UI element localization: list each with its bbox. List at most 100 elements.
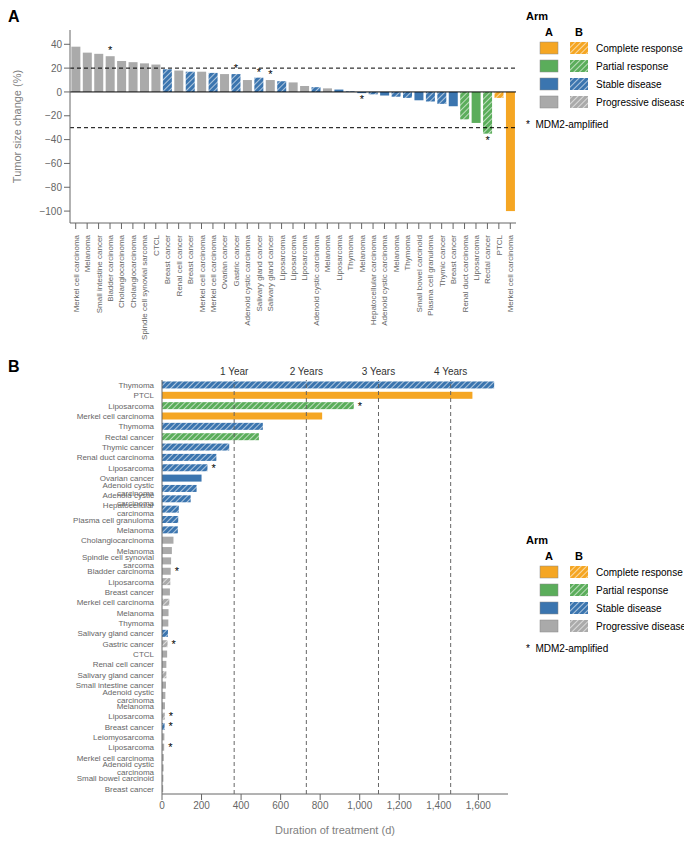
- svg-text:Merkel cell carcinoma: Merkel cell carcinoma: [198, 234, 207, 312]
- svg-text:Breast cancer: Breast cancer: [105, 785, 155, 794]
- svg-text:Adenoid cystic carcinoma: Adenoid cystic carcinoma: [312, 234, 321, 325]
- svg-text:*: *: [211, 462, 216, 474]
- svg-text:Adenoid cystic carcinoma: Adenoid cystic carcinoma: [380, 234, 389, 325]
- svg-text:Melanoma: Melanoma: [117, 609, 155, 618]
- svg-text:−60: −60: [45, 158, 62, 169]
- svg-text:Liposarcoma: Liposarcoma: [472, 234, 481, 280]
- svg-text:Breast cancer: Breast cancer: [163, 235, 172, 285]
- svg-text:600: 600: [272, 800, 289, 811]
- svg-text:Breast cancer: Breast cancer: [186, 235, 195, 285]
- svg-text:Salivary gland cancer: Salivary gland cancer: [266, 235, 275, 312]
- svg-text:Melanoma: Melanoma: [358, 234, 367, 272]
- svg-text:Liposarcoma: Liposarcoma: [108, 743, 154, 752]
- svg-text:CTCL: CTCL: [152, 234, 161, 255]
- svg-text:Thymoma: Thymoma: [118, 619, 154, 628]
- svg-text:*: *: [168, 741, 173, 753]
- svg-text:Duration of treatment (d): Duration of treatment (d): [275, 824, 395, 836]
- svg-text:PTCL: PTCL: [495, 234, 504, 255]
- svg-text:Ovarian cancer: Ovarian cancer: [220, 235, 229, 290]
- svg-text:Stable disease: Stable disease: [596, 603, 662, 614]
- svg-text:Liposarcoma: Liposarcoma: [289, 234, 298, 280]
- svg-text:1,000: 1,000: [347, 800, 372, 811]
- svg-text:−80: −80: [45, 182, 62, 193]
- svg-text:Tumor size change (%): Tumor size change (%): [11, 70, 23, 183]
- svg-text:−20: −20: [45, 110, 62, 121]
- svg-text:Liposarcoma: Liposarcoma: [108, 578, 154, 587]
- svg-text:Merkel cell carcinoma: Merkel cell carcinoma: [209, 234, 218, 312]
- svg-text:Merkel cell carcinoma: Merkel cell carcinoma: [77, 412, 155, 421]
- svg-text:Salivary gland cancer: Salivary gland cancer: [255, 235, 264, 312]
- svg-text:Gastric cancer: Gastric cancer: [232, 235, 241, 287]
- svg-text:Progressive disease: Progressive disease: [596, 97, 684, 108]
- svg-text:Liposarcoma: Liposarcoma: [108, 464, 154, 473]
- svg-text:400: 400: [233, 800, 250, 811]
- svg-text:Plasma cell granuloma: Plasma cell granuloma: [73, 516, 154, 525]
- svg-text:2 Years: 2 Years: [290, 366, 323, 377]
- svg-text:Thymoma: Thymoma: [118, 422, 154, 431]
- svg-text:Partial response: Partial response: [596, 585, 669, 596]
- svg-text:Bladder carcinoma: Bladder carcinoma: [106, 234, 115, 301]
- svg-text:*: *: [358, 400, 363, 412]
- svg-text:1,600: 1,600: [466, 800, 491, 811]
- svg-text:Liposarcoma: Liposarcoma: [278, 234, 287, 280]
- svg-text:Gastric cancer: Gastric cancer: [102, 640, 154, 649]
- svg-text:Thymic cancer: Thymic cancer: [438, 235, 447, 287]
- svg-text:Melanoma: Melanoma: [83, 234, 92, 272]
- svg-text:*: *: [172, 638, 177, 650]
- svg-text:Renal duct carcinoma: Renal duct carcinoma: [461, 234, 470, 312]
- svg-text:Thymoma: Thymoma: [118, 381, 154, 390]
- svg-text:Hepatocellular carcinoma: Hepatocellular carcinoma: [369, 234, 378, 325]
- svg-text:Partial response: Partial response: [596, 61, 669, 72]
- svg-text:40: 40: [51, 39, 63, 50]
- svg-text:PTCL: PTCL: [134, 391, 155, 400]
- svg-text:Adenoid cystic carcinoma: Adenoid cystic carcinoma: [243, 234, 252, 325]
- svg-text:200: 200: [193, 800, 210, 811]
- svg-text:*: *: [257, 66, 262, 78]
- svg-text:CTCL: CTCL: [133, 650, 154, 659]
- svg-text:Liposarcoma: Liposarcoma: [108, 402, 154, 411]
- svg-text:Thymoma: Thymoma: [403, 234, 412, 270]
- svg-text:Arm: Arm: [526, 10, 548, 22]
- svg-text:* MDM2-amplified: * MDM2-amplified: [526, 119, 608, 130]
- svg-text:Salivary gland cancer: Salivary gland cancer: [78, 671, 155, 680]
- svg-text:3 Years: 3 Years: [362, 366, 395, 377]
- svg-text:*: *: [360, 93, 365, 105]
- svg-text:Small bowel carcinoid: Small bowel carcinoid: [415, 235, 424, 312]
- svg-text:Spindle cell synovial sarcoma: Spindle cell synovial sarcoma: [140, 234, 149, 339]
- svg-text:Breast cancer: Breast cancer: [449, 235, 458, 285]
- svg-text:Cholangiocarcinoma: Cholangiocarcinoma: [81, 536, 154, 545]
- svg-text:Renal cell cancer: Renal cell cancer: [175, 235, 184, 297]
- svg-text:*: *: [108, 44, 113, 56]
- svg-text:Merkel cell carcinoma: Merkel cell carcinoma: [506, 234, 515, 312]
- svg-text:B: B: [575, 26, 583, 38]
- svg-text:* MDM2-amplified: * MDM2-amplified: [526, 643, 608, 654]
- svg-text:−100: −100: [39, 206, 62, 217]
- svg-text:Thymoma: Thymoma: [346, 234, 355, 270]
- svg-text:Bladder carcinoma: Bladder carcinoma: [87, 567, 154, 576]
- svg-text:1,200: 1,200: [387, 800, 412, 811]
- svg-text:Cholangiocarcinoma: Cholangiocarcinoma: [129, 234, 138, 307]
- svg-text:Liposarcoma: Liposarcoma: [108, 712, 154, 721]
- svg-text:0: 0: [56, 87, 62, 98]
- svg-text:*: *: [175, 565, 180, 577]
- svg-text:Leiomyosarcoma: Leiomyosarcoma: [93, 733, 154, 742]
- svg-text:Melanoma: Melanoma: [117, 702, 155, 711]
- svg-text:*: *: [485, 134, 490, 146]
- svg-text:Liposarcoma: Liposarcoma: [335, 234, 344, 280]
- svg-text:*: *: [268, 68, 273, 80]
- svg-text:1 Year: 1 Year: [220, 366, 249, 377]
- svg-text:−40: −40: [45, 134, 62, 145]
- svg-text:Rectal cancer: Rectal cancer: [483, 235, 492, 284]
- svg-text:Merkel cell carcinoma: Merkel cell carcinoma: [77, 598, 155, 607]
- svg-text:Progressive disease: Progressive disease: [596, 621, 684, 632]
- svg-text:Cholangiocarcinoma: Cholangiocarcinoma: [117, 234, 126, 307]
- svg-text:4 Years: 4 Years: [434, 366, 467, 377]
- svg-text:Renal cell cancer: Renal cell cancer: [93, 660, 155, 669]
- svg-text:1,400: 1,400: [426, 800, 451, 811]
- svg-text:Melanoma: Melanoma: [392, 234, 401, 272]
- svg-text:Breast cancer: Breast cancer: [105, 588, 155, 597]
- svg-text:Small bowel carcinoid: Small bowel carcinoid: [77, 774, 154, 783]
- svg-text:Small intestine cancer: Small intestine cancer: [95, 235, 104, 314]
- svg-text:800: 800: [312, 800, 329, 811]
- svg-text:Renal duct carcinoma: Renal duct carcinoma: [77, 453, 155, 462]
